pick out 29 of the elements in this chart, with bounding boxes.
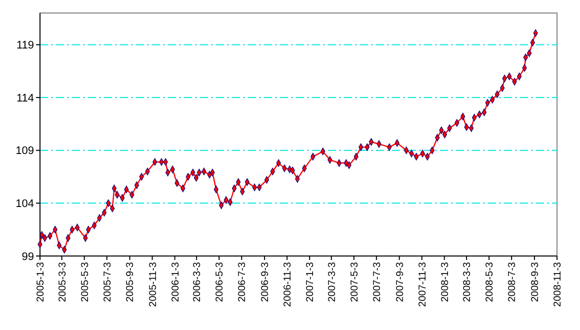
x-tick-label: 2008-11-3 [552, 262, 564, 307]
x-tick-label: 2007-3-3 [326, 262, 338, 302]
x-tick-label: 2006-3-3 [192, 262, 204, 302]
y-tick-label: 109 [16, 145, 34, 158]
x-tick-label: 2005-5-3 [80, 262, 91, 302]
x-tick-label: 2006-9-3 [260, 262, 272, 302]
x-tick-label: 2005-1-3 [36, 262, 46, 302]
x-tick-label: 2007-7-3 [372, 262, 383, 302]
x-tick-label: 2006-1-3 [170, 262, 182, 302]
x-tick-label: 2008-3-3 [462, 262, 474, 302]
x-tick-label: 2005-11-3 [148, 262, 159, 307]
x-tick-label: 2006-5-3 [214, 262, 226, 302]
x-tick-label: 2007-5-3 [349, 262, 360, 302]
y-tick-label: 114 [16, 92, 34, 104]
x-tick-label: 2007-1-3 [305, 262, 316, 302]
x-tick-label: 2005-3-3 [57, 262, 68, 302]
x-tick-label: 2005-7-3 [102, 262, 114, 302]
x-tick-label: 2008-1-3 [440, 262, 451, 302]
x-tick-label: 2008-7-3 [507, 262, 518, 302]
y-tick-label: 104 [16, 198, 34, 210]
x-tick-label: 2007-9-3 [394, 262, 406, 302]
x-tick-label: 2006-7-3 [237, 262, 248, 302]
x-tick-label: 2007-11-3 [417, 262, 428, 307]
y-tick-label: 119 [16, 40, 34, 52]
x-tick-label: 2008-9-3 [530, 262, 541, 302]
x-tick-label: 2008-5-3 [484, 262, 496, 302]
x-tick-label: 2005-9-3 [125, 262, 136, 302]
y-tick-label: 99 [22, 250, 34, 263]
x-tick-label: 2006-11-3 [282, 262, 294, 307]
